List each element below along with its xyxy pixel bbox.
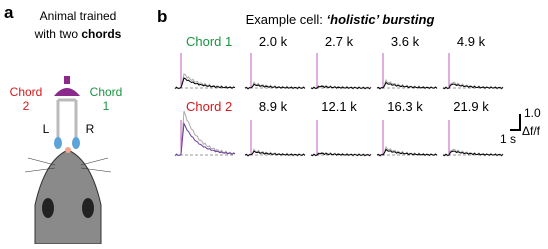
lick-ports	[54, 98, 80, 149]
tone-label: 2.0 k	[259, 34, 288, 49]
panel-label: b	[157, 7, 167, 26]
trace-mean	[376, 81, 438, 90]
right-chord: Chord	[90, 85, 123, 99]
caption-part: with two	[34, 27, 82, 41]
trace-mean	[310, 85, 372, 90]
trace-mean	[244, 83, 306, 90]
trace-mean	[244, 150, 306, 157]
trace-trial	[174, 110, 236, 157]
caption: with two chords	[34, 27, 122, 41]
trace-mean	[174, 77, 236, 89]
tone-label: 16.3 k	[387, 99, 423, 114]
row-label: Chord 1	[186, 34, 232, 49]
trace-mean	[174, 122, 236, 156]
trace-mean	[376, 148, 438, 157]
caption-bold: chords	[81, 27, 121, 41]
tone-label: 21.9 k	[453, 99, 489, 114]
port-label: R	[86, 122, 95, 136]
tone-label: 8.9 k	[259, 99, 288, 114]
scale-y: 1.0	[524, 106, 541, 120]
tone-label: 4.9 k	[457, 34, 486, 49]
port-label: L	[43, 122, 50, 136]
tone-label: 3.6 k	[391, 34, 420, 49]
trace-mean	[442, 83, 504, 89]
scale-bar	[510, 114, 521, 131]
panel-title: Example cell: ‘holistic’ bursting	[246, 12, 435, 27]
mouse	[24, 147, 112, 245]
rows: Chord 1 2.0 k 2.7 k 3.6 k 4.9 k Chord 2 8.9 k 1…	[174, 34, 504, 158]
figure: a Animal trained with two chords Chord 2…	[4, 3, 541, 245]
left-chord: 2	[23, 99, 30, 113]
tone-label: 2.7 k	[325, 34, 354, 49]
title-emphasis: ‘holistic’ bursting	[327, 12, 435, 27]
speaker	[54, 76, 80, 96]
trace-mean	[310, 152, 372, 157]
panel-label: a	[4, 3, 14, 22]
trace-mean	[442, 150, 504, 156]
row-label: Chord 2	[186, 99, 232, 114]
scale-x: 1 s	[500, 132, 516, 146]
tone-label: 12.1 k	[321, 99, 357, 114]
scale-unit: Δf/f	[522, 124, 541, 138]
caption: Animal trained	[40, 9, 117, 23]
right-chord: 1	[103, 99, 110, 113]
left-chord: Chord	[10, 85, 43, 99]
title-part: Example cell:	[246, 12, 327, 27]
